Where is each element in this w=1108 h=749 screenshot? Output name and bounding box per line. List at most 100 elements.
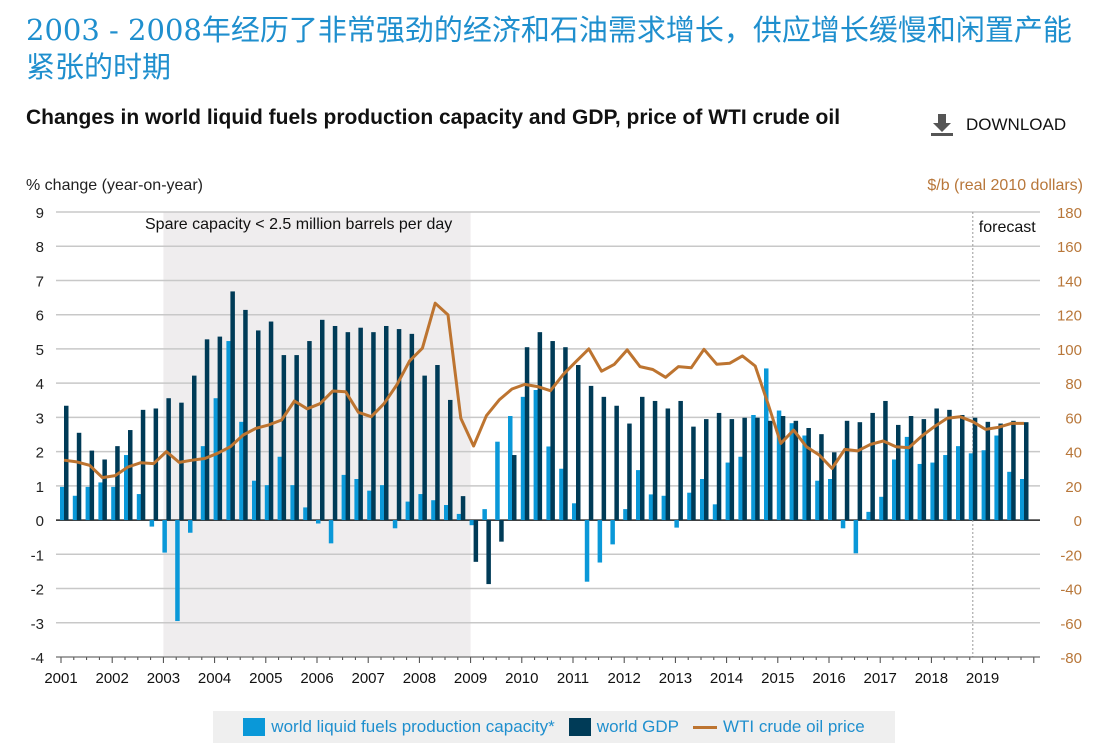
bar-gdp: [435, 365, 440, 521]
bar-capacity: [661, 495, 667, 521]
x-tick-label: 2014: [710, 670, 743, 687]
bar-gdp: [934, 408, 939, 521]
x-tick-label: 2005: [249, 670, 282, 687]
bar-gdp: [192, 375, 197, 521]
bar-gdp: [524, 347, 530, 521]
bar-gdp: [448, 399, 453, 521]
bar-capacity: [892, 459, 897, 521]
bar-gdp: [576, 365, 581, 521]
x-tick-label: 2001: [44, 670, 77, 687]
bar-capacity: [981, 450, 987, 521]
bar-gdp: [947, 409, 952, 521]
bar-capacity: [968, 453, 974, 521]
bar-gdp: [128, 430, 133, 521]
bar-gdp: [588, 385, 594, 521]
bar-capacity: [252, 480, 257, 521]
bar-capacity: [111, 486, 116, 521]
bar-gdp: [537, 332, 543, 521]
legend-label: WTI crude oil price: [722, 717, 865, 736]
shaded-annotation: Spare capacity < 2.5 million barrels per…: [145, 216, 452, 233]
bar-gdp: [473, 520, 479, 562]
y-tick-label: 2: [36, 445, 44, 462]
bar-capacity: [636, 470, 641, 521]
bar-capacity: [533, 390, 539, 521]
bar-gdp: [857, 422, 863, 521]
legend-swatch-wti: [692, 725, 717, 729]
bar-gdp: [115, 446, 120, 521]
bar-capacity: [418, 494, 423, 521]
bar-gdp: [883, 400, 888, 521]
bar-capacity: [431, 500, 436, 521]
x-tick-label: 2002: [96, 670, 129, 687]
bar-gdp: [755, 417, 760, 521]
bar-gdp: [832, 452, 837, 521]
legend-item-gdp[interactable]: world GDP: [568, 717, 679, 737]
bar-gdp: [985, 421, 991, 521]
legend-item-wti[interactable]: WTI crude oil price: [692, 717, 865, 737]
bar-gdp: [153, 408, 159, 521]
legend-label: world liquid fuels production capacity*: [271, 717, 555, 736]
line-wti: [63, 301, 1024, 480]
bar-capacity: [341, 474, 347, 521]
bar-capacity: [597, 520, 603, 563]
y-tick-label: 0: [36, 513, 44, 530]
bar-gdp: [230, 291, 235, 521]
x-tick-label: 2011: [557, 670, 589, 687]
bar-capacity: [290, 485, 295, 521]
y2-tick-label: 20: [1065, 479, 1082, 496]
bar-gdp: [64, 405, 69, 521]
x-tick-label: 2010: [505, 670, 538, 687]
bar-gdp: [601, 396, 607, 521]
bar-capacity: [226, 341, 231, 521]
bar-gdp: [1024, 422, 1029, 521]
x-tick-label: 2003: [147, 670, 180, 687]
bar-gdp: [819, 434, 824, 521]
y2-tick-label: -40: [1060, 582, 1082, 599]
bar-capacity: [866, 511, 871, 521]
bar-capacity: [85, 486, 91, 521]
x-tick-label: 2016: [812, 670, 845, 687]
y2-tick-label: 160: [1057, 239, 1082, 256]
bar-capacity: [917, 463, 923, 521]
bar-gdp: [678, 400, 683, 521]
bar-gdp: [102, 459, 107, 521]
bar-capacity: [175, 520, 180, 622]
bar-capacity: [354, 479, 359, 521]
y2-tick-label: 180: [1057, 205, 1082, 222]
x-tick-label: 2008: [403, 670, 436, 687]
y-tick-label: 6: [36, 308, 44, 325]
y2-tick-label: 80: [1065, 376, 1082, 393]
bar-capacity: [213, 398, 219, 521]
bar-capacity: [444, 505, 449, 521]
bar-gdp: [896, 424, 901, 521]
y-tick-label: 4: [36, 376, 44, 393]
bar-capacity: [520, 396, 526, 521]
bar-capacity: [316, 520, 321, 524]
bar-capacity: [239, 421, 244, 521]
bar-capacity: [584, 520, 590, 582]
bar-gdp: [1011, 420, 1016, 521]
legend-item-capacity[interactable]: world liquid fuels production capacity*: [243, 717, 555, 737]
bar-capacity: [380, 485, 385, 521]
bar-capacity: [572, 503, 577, 521]
headline: 2003 - 2008年经历了非常强劲的经济和石油需求增长，供应增长缓慢和闲置产…: [26, 13, 1072, 84]
bar-capacity: [149, 520, 155, 527]
bar-gdp: [704, 419, 709, 521]
y-tick-label: 9: [36, 205, 44, 222]
bar-gdp: [512, 455, 517, 521]
bar-capacity: [815, 480, 820, 521]
bar-gdp: [652, 400, 658, 521]
bar-capacity: [623, 509, 628, 521]
y2-axis-label: $/b (real 2010 dollars): [927, 177, 1083, 194]
y-tick-label: -3: [31, 616, 44, 633]
y-tick-label: 5: [36, 342, 44, 359]
bar-gdp: [396, 329, 402, 521]
y2-tick-label: 40: [1065, 445, 1082, 462]
bar-gdp: [921, 419, 927, 521]
x-tick-label: 2007: [352, 670, 385, 687]
bar-capacity: [751, 414, 756, 521]
bar-capacity: [853, 520, 859, 554]
bar-capacity: [98, 482, 103, 521]
bar-capacity: [1007, 471, 1012, 521]
download-button[interactable]: DOWNLOAD: [930, 113, 1066, 137]
